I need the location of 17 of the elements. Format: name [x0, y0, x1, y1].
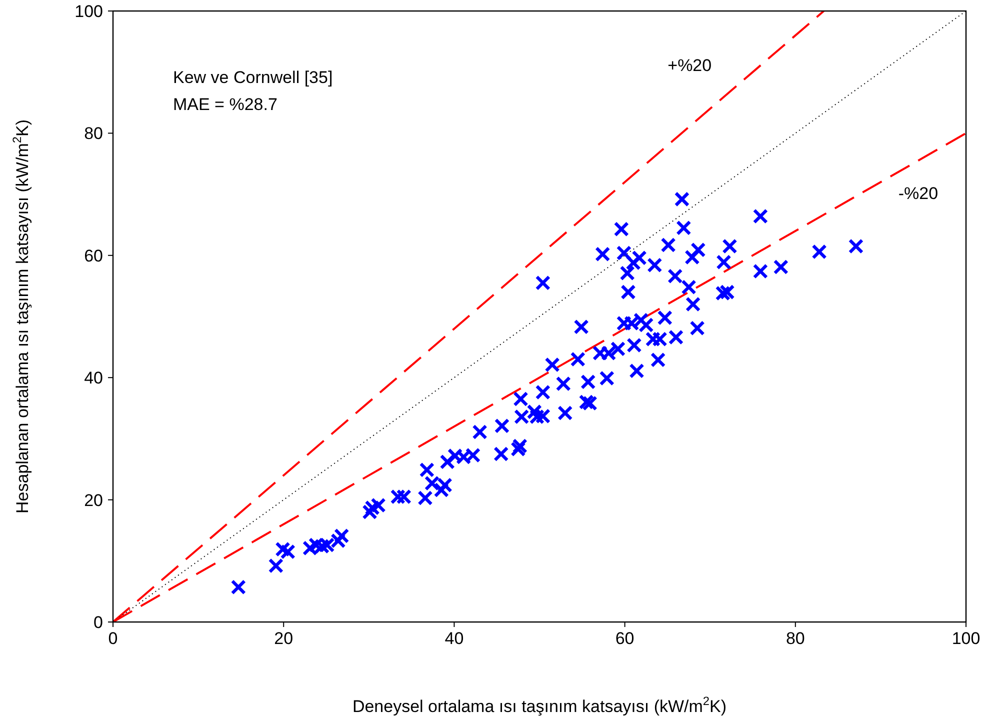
y-tick-label: 40 — [84, 368, 103, 388]
x-tick-label: 60 — [615, 629, 634, 648]
annotation: -%20 — [898, 184, 938, 204]
y-tick-label: 80 — [84, 124, 103, 144]
x-tick-label: 80 — [786, 629, 805, 648]
annotation: MAE = %28.7 — [173, 95, 278, 114]
x-tick-label: 100 — [952, 629, 980, 648]
x-tick-label: 40 — [444, 629, 464, 648]
y-tick-label: 20 — [84, 490, 103, 510]
annotation: +%20 — [668, 56, 712, 75]
annotation: Kew ve Cornwell [35] — [173, 68, 333, 87]
x-tick-label: 20 — [274, 629, 294, 648]
y-tick-label: 60 — [84, 246, 103, 266]
y-tick-label: 100 — [74, 2, 103, 21]
x-tick-label: 0 — [108, 629, 118, 648]
y-tick-label: 0 — [94, 613, 103, 632]
x-axis-title: Deneysel ortalama ısı taşınım katsayısı (kW/m$^{2}$K) — [352, 694, 727, 716]
